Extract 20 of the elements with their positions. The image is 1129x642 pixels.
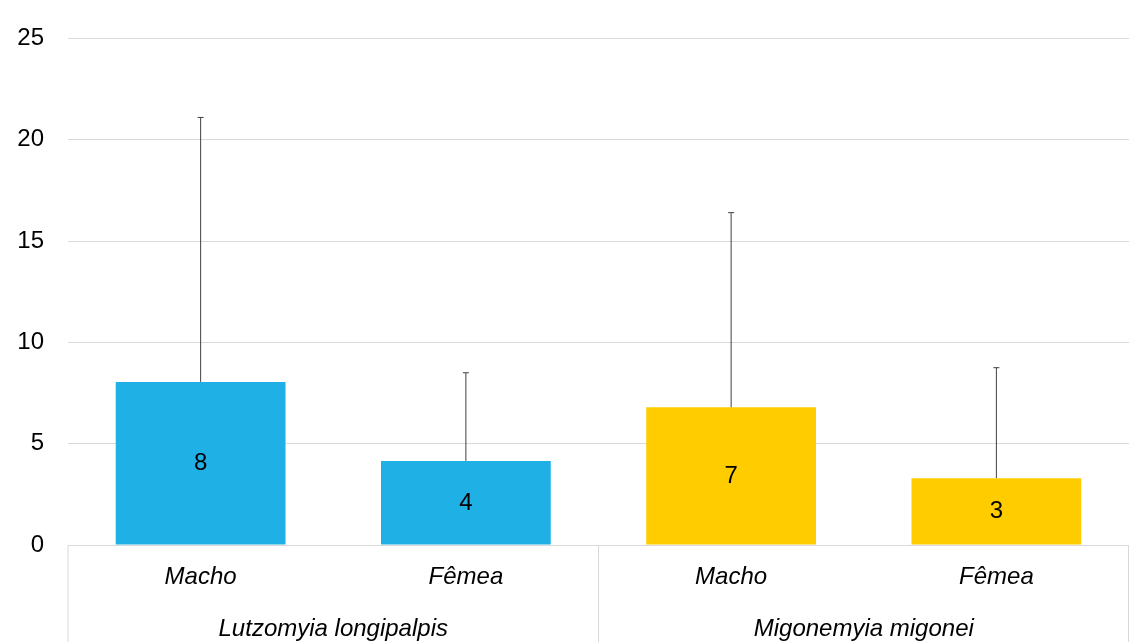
y-tick-label: 0 <box>30 529 44 557</box>
data-label: 4 <box>459 487 473 515</box>
y-tick-label: 25 <box>17 23 44 51</box>
bar <box>646 407 817 545</box>
x-tick-label: Fêmea <box>428 562 504 590</box>
bar <box>115 381 286 545</box>
y-tick-label: 10 <box>17 326 44 354</box>
data-label: 7 <box>724 460 738 488</box>
x-tick-label: Macho <box>164 562 237 590</box>
x-tick-label: Fêmea <box>959 562 1034 590</box>
y-tick-label: 5 <box>30 428 44 456</box>
y-tick-label: 20 <box>17 124 44 152</box>
data-label: 8 <box>193 448 208 476</box>
text: Lutzomyia longipalpis <box>218 613 448 641</box>
bar <box>911 478 1082 545</box>
data-label: 3 <box>989 496 1004 524</box>
x-tick-label: Macho <box>695 562 768 590</box>
text: Migonemyia migonei <box>753 613 975 641</box>
y-tick-label: 15 <box>17 225 44 253</box>
bar <box>381 460 551 545</box>
